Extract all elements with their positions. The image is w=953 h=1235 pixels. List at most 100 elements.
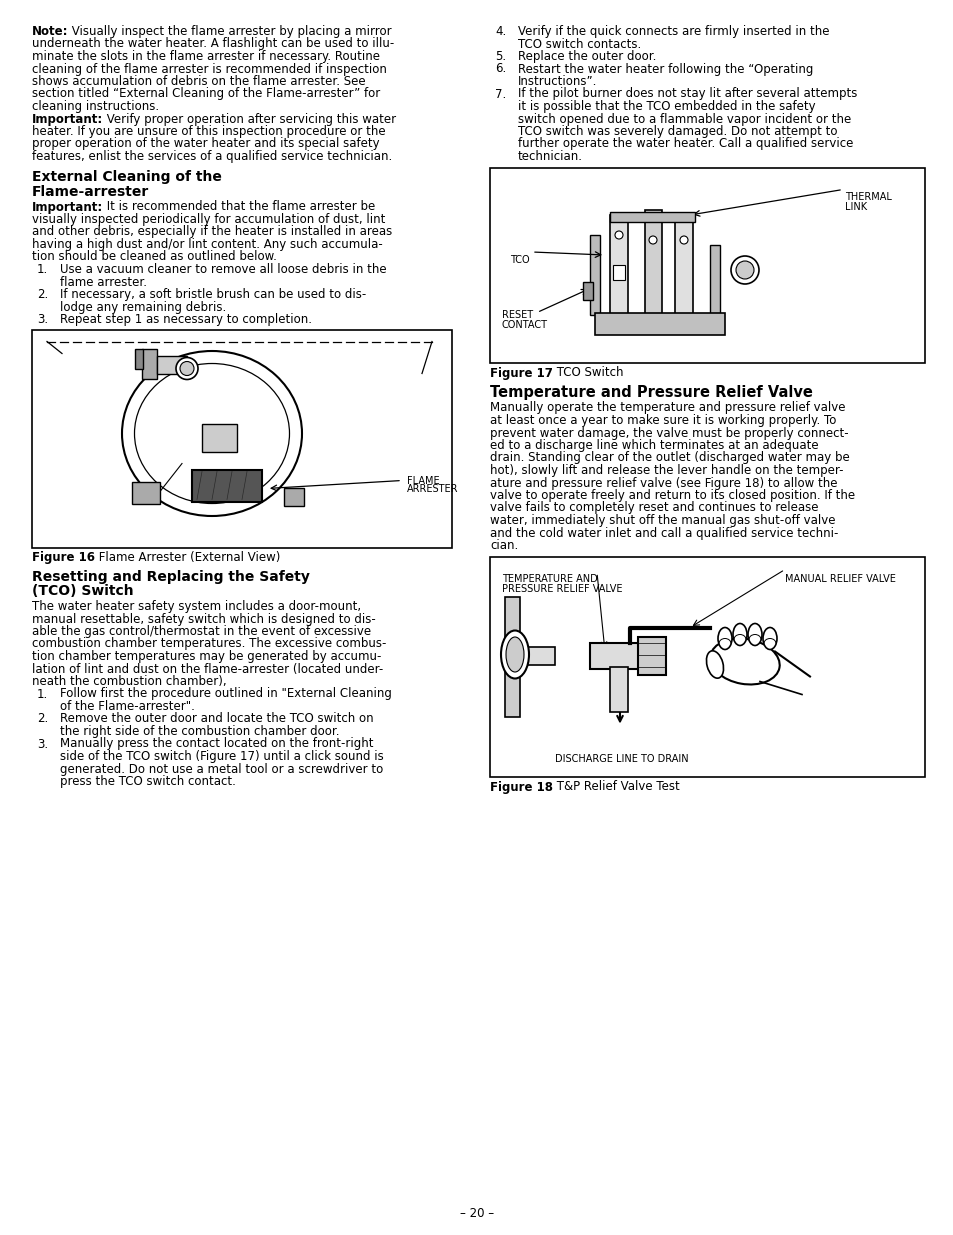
Text: 4.: 4. <box>495 25 506 38</box>
Text: cleaning instructions.: cleaning instructions. <box>32 100 159 112</box>
Text: TCO switch contacts.: TCO switch contacts. <box>517 37 640 51</box>
Text: Replace the outer door.: Replace the outer door. <box>517 49 656 63</box>
Text: THERMAL: THERMAL <box>844 193 891 203</box>
Text: technician.: technician. <box>517 149 582 163</box>
Text: TCO switch was severely damaged. Do not attempt to: TCO switch was severely damaged. Do not … <box>517 125 837 138</box>
Text: 6.: 6. <box>495 63 506 75</box>
Text: 1.: 1. <box>37 263 49 275</box>
Text: 2.: 2. <box>37 713 49 725</box>
Text: MANUAL RELIEF VALVE: MANUAL RELIEF VALVE <box>784 574 895 584</box>
Ellipse shape <box>710 638 779 684</box>
Bar <box>609 212 695 222</box>
Text: shows accumulation of debris on the flame arrester. See: shows accumulation of debris on the flam… <box>32 75 365 88</box>
Text: Restart the water heater following the “Operating: Restart the water heater following the “… <box>517 63 813 75</box>
Text: It is recommended that the flame arrester be: It is recommended that the flame arreste… <box>103 200 375 214</box>
Text: underneath the water heater. A flashlight can be used to illu-: underneath the water heater. A flashligh… <box>32 37 394 51</box>
Text: Temperature and Pressure Relief Valve: Temperature and Pressure Relief Valve <box>490 385 812 400</box>
Bar <box>519 646 555 664</box>
Bar <box>32 330 452 547</box>
Text: cian.: cian. <box>490 538 517 552</box>
Ellipse shape <box>706 651 722 678</box>
Text: PRESSURE RELIEF VALVE: PRESSURE RELIEF VALVE <box>501 583 622 594</box>
Text: 7.: 7. <box>495 88 506 100</box>
Bar <box>202 424 236 452</box>
Ellipse shape <box>134 363 289 504</box>
Text: (TCO) Switch: (TCO) Switch <box>32 584 133 598</box>
Text: at least once a year to make sure it is working properly. To: at least once a year to make sure it is … <box>490 414 836 427</box>
Text: ed to a discharge line which terminates at an adequate: ed to a discharge line which terminates … <box>490 438 818 452</box>
Text: proper operation of the water heater and its special safety: proper operation of the water heater and… <box>32 137 379 151</box>
Ellipse shape <box>747 624 761 646</box>
Text: Instructions”.: Instructions”. <box>517 75 597 88</box>
Text: tion chamber temperatures may be generated by accumu-: tion chamber temperatures may be generat… <box>32 650 381 663</box>
Bar <box>675 215 692 320</box>
Text: 1.: 1. <box>37 688 49 700</box>
Text: drain. Standing clear of the outlet (discharged water may be: drain. Standing clear of the outlet (dis… <box>490 452 849 464</box>
Text: If necessary, a soft bristle brush can be used to dis-: If necessary, a soft bristle brush can b… <box>60 288 366 301</box>
Text: LINK: LINK <box>844 201 866 211</box>
Text: Figure 18: Figure 18 <box>490 781 553 794</box>
Text: switch opened due to a flammable vapor incident or the: switch opened due to a flammable vapor i… <box>517 112 850 126</box>
Text: press the TCO switch contact.: press the TCO switch contact. <box>60 776 235 788</box>
Text: Resetting and Replacing the Safety: Resetting and Replacing the Safety <box>32 571 310 584</box>
Text: valve fails to completely reset and continues to release: valve fails to completely reset and cont… <box>490 501 818 515</box>
Ellipse shape <box>679 236 687 245</box>
Text: External Cleaning of the: External Cleaning of the <box>32 170 222 184</box>
Text: Verify proper operation after servicing this water: Verify proper operation after servicing … <box>103 112 395 126</box>
Text: Note:: Note: <box>32 25 69 38</box>
Text: features, enlist the services of a qualified service technician.: features, enlist the services of a quali… <box>32 149 392 163</box>
Text: The water heater safety system includes a door-mount,: The water heater safety system includes … <box>32 600 361 613</box>
Ellipse shape <box>615 231 622 240</box>
Text: generated. Do not use a metal tool or a screwdriver to: generated. Do not use a metal tool or a … <box>60 762 383 776</box>
Text: TEMPERATURE AND: TEMPERATURE AND <box>501 574 598 584</box>
Text: DISCHARGE LINE TO DRAIN: DISCHARGE LINE TO DRAIN <box>555 755 688 764</box>
Bar <box>644 210 661 325</box>
Text: neath the combustion chamber),: neath the combustion chamber), <box>32 676 227 688</box>
Text: 3.: 3. <box>37 737 48 751</box>
Text: 3.: 3. <box>37 312 48 326</box>
Text: hot), slowly lift and release the lever handle on the temper-: hot), slowly lift and release the lever … <box>490 464 842 477</box>
Text: lodge any remaining debris.: lodge any remaining debris. <box>60 300 226 314</box>
Text: cleaning of the flame arrester is recommended if inspection: cleaning of the flame arrester is recomm… <box>32 63 387 75</box>
Text: Figure 17: Figure 17 <box>490 367 553 379</box>
Text: Remove the outer door and locate the TCO switch on: Remove the outer door and locate the TCO… <box>60 713 374 725</box>
Text: able the gas control/thermostat in the event of excessive: able the gas control/thermostat in the e… <box>32 625 371 638</box>
Text: Use a vacuum cleaner to remove all loose debris in the: Use a vacuum cleaner to remove all loose… <box>60 263 386 275</box>
Bar <box>582 282 593 300</box>
Text: side of the TCO switch (Figure 17) until a click sound is: side of the TCO switch (Figure 17) until… <box>60 750 383 763</box>
Text: 5.: 5. <box>495 49 506 63</box>
Text: Important:: Important: <box>32 200 103 214</box>
Bar <box>135 348 143 368</box>
Text: minate the slots in the flame arrester if necessary. Routine: minate the slots in the flame arrester i… <box>32 49 379 63</box>
Bar <box>609 667 627 711</box>
Text: Follow first the procedure outlined in "External Cleaning: Follow first the procedure outlined in "… <box>60 688 392 700</box>
Ellipse shape <box>735 261 753 279</box>
Bar <box>192 469 262 501</box>
Ellipse shape <box>505 637 523 672</box>
Text: T&P Relief Valve Test: T&P Relief Valve Test <box>553 781 679 794</box>
Text: CONTACT: CONTACT <box>501 320 547 330</box>
Text: Flame-arrester: Flame-arrester <box>32 184 149 199</box>
Text: manual resettable, safety switch which is designed to dis-: manual resettable, safety switch which i… <box>32 613 375 625</box>
Text: ARRESTER: ARRESTER <box>407 484 458 494</box>
Text: further operate the water heater. Call a qualified service: further operate the water heater. Call a… <box>517 137 853 151</box>
Text: FLAME: FLAME <box>407 475 439 485</box>
Bar <box>709 245 720 315</box>
Text: Verify if the quick connects are firmly inserted in the: Verify if the quick connects are firmly … <box>517 25 828 38</box>
Text: flame arrester.: flame arrester. <box>60 275 147 289</box>
Text: Flame Arrester (External View): Flame Arrester (External View) <box>95 552 280 564</box>
Text: Figure 16: Figure 16 <box>32 552 95 564</box>
Text: tion should be cleaned as outlined below.: tion should be cleaned as outlined below… <box>32 251 276 263</box>
Text: combustion chamber temperatures. The excessive combus-: combustion chamber temperatures. The exc… <box>32 637 386 651</box>
Bar <box>504 597 519 716</box>
Text: prevent water damage, the valve must be properly connect-: prevent water damage, the valve must be … <box>490 426 848 440</box>
Text: of the Flame-arrester".: of the Flame-arrester". <box>60 700 194 713</box>
Text: water, immediately shut off the manual gas shut-off valve: water, immediately shut off the manual g… <box>490 514 835 527</box>
Bar <box>638 636 665 674</box>
Text: RESET: RESET <box>501 310 533 321</box>
Text: heater. If you are unsure of this inspection procedure or the: heater. If you are unsure of this inspec… <box>32 125 385 138</box>
Ellipse shape <box>648 236 657 245</box>
Text: the right side of the combustion chamber door.: the right side of the combustion chamber… <box>60 725 339 739</box>
Bar <box>490 168 924 363</box>
Bar <box>589 642 639 668</box>
